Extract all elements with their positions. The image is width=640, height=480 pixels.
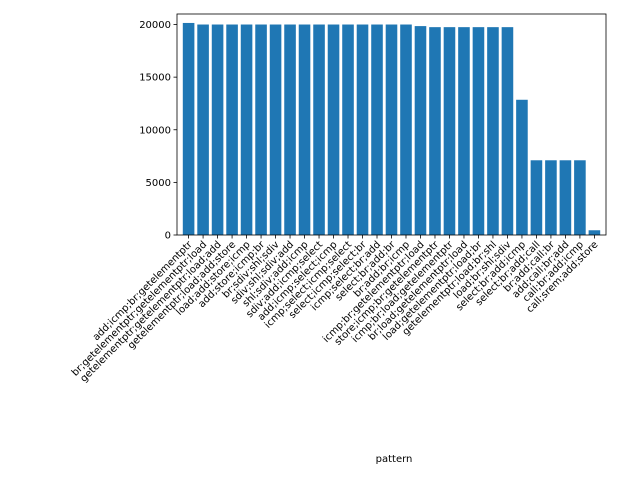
y-tick-label: 5000 xyxy=(146,178,171,189)
y-axis: 0 5000 10000 15000 20000 xyxy=(139,20,177,242)
bar xyxy=(385,24,398,235)
x-axis-label: pattern xyxy=(376,454,413,465)
bar xyxy=(458,27,470,236)
y-tick-label: 0 xyxy=(165,231,171,242)
bar xyxy=(574,160,586,235)
bar xyxy=(313,24,325,235)
y-tick-label: 15000 xyxy=(139,73,171,84)
bar xyxy=(414,26,427,235)
bar xyxy=(516,99,528,236)
bar xyxy=(501,27,514,236)
bar xyxy=(356,24,369,235)
x-axis: add;icmp;br;getelementptrbr;getelementpt… xyxy=(70,235,601,385)
bars-group xyxy=(182,22,601,236)
plot-frame xyxy=(176,13,607,236)
bar xyxy=(487,27,499,236)
bar xyxy=(284,24,296,235)
bar xyxy=(429,27,441,236)
bar xyxy=(530,160,543,235)
bar xyxy=(182,22,195,236)
bar xyxy=(400,24,412,235)
bar xyxy=(211,24,224,235)
bar xyxy=(588,230,601,235)
bar xyxy=(545,160,557,235)
bar xyxy=(472,27,485,236)
bar xyxy=(559,160,572,235)
bar xyxy=(240,24,253,235)
bar xyxy=(255,24,267,235)
y-tick-label: 20000 xyxy=(139,20,171,31)
x-tick-label: getelementptr;getelementptr;load;add xyxy=(78,239,223,384)
bar xyxy=(269,24,282,235)
y-tick-label: 10000 xyxy=(139,125,171,136)
bar xyxy=(197,24,209,235)
bar xyxy=(443,27,456,236)
bar xyxy=(342,24,354,235)
bar xyxy=(327,24,340,235)
bar xyxy=(298,24,311,235)
bar xyxy=(226,24,238,235)
bar xyxy=(371,24,383,235)
